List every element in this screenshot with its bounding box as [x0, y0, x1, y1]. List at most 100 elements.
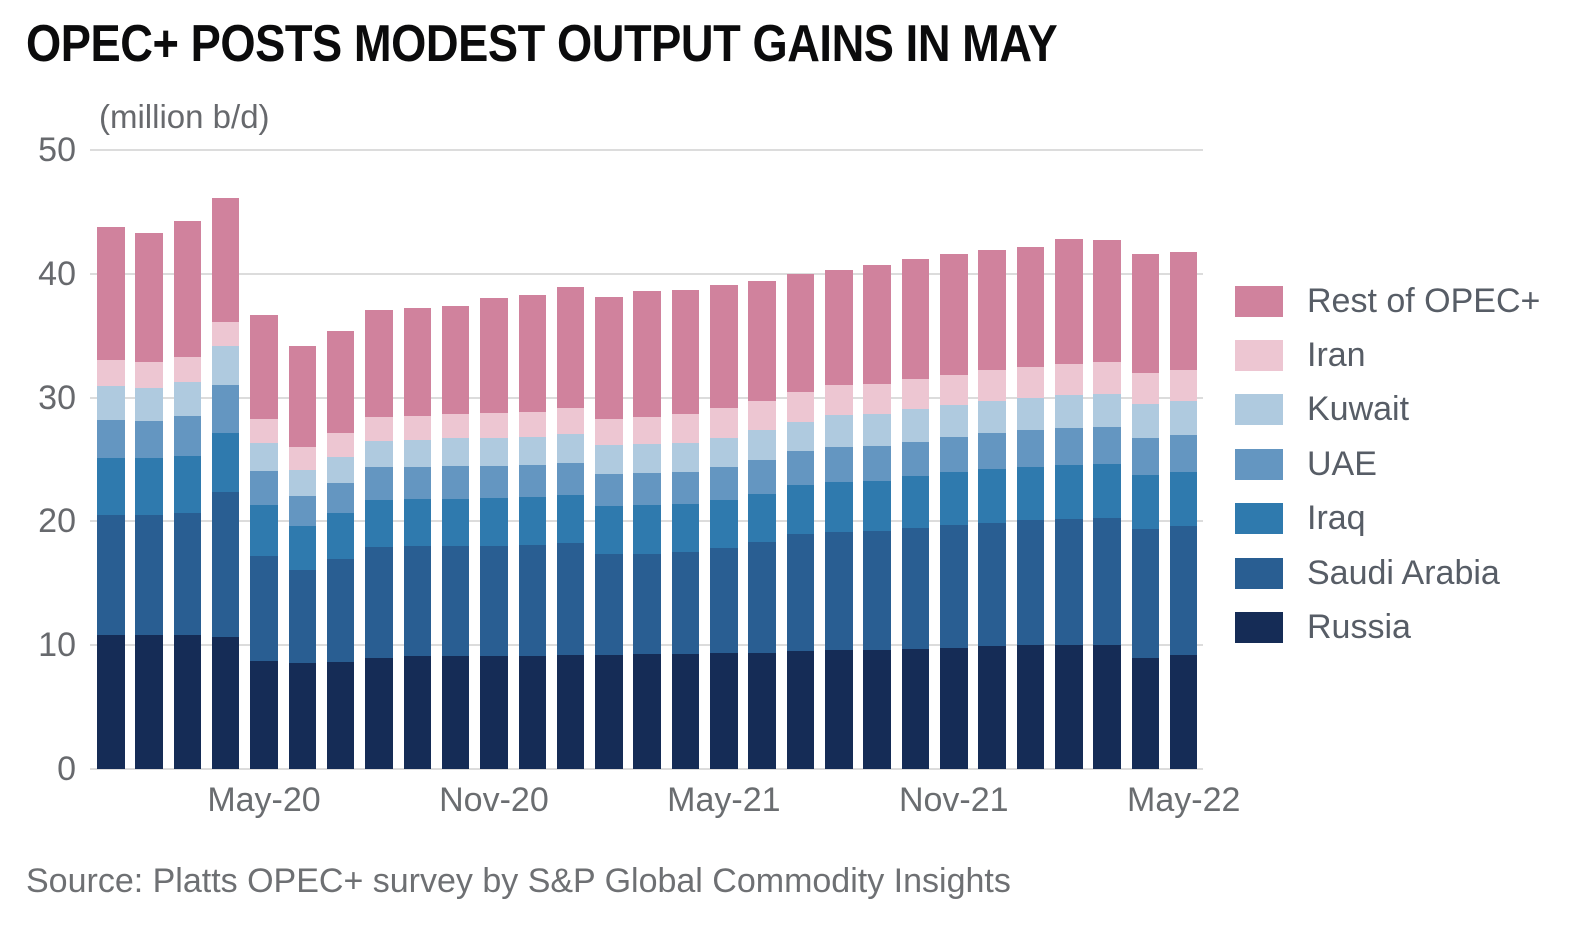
bar-segment-russia [1093, 645, 1121, 769]
legend-item-uae: UAE [1235, 445, 1377, 483]
y-axis-tick-label-10: 10 [38, 626, 76, 665]
bar-segment-kuwait [250, 442, 278, 471]
bar-segment-saudi-arabia [825, 531, 853, 651]
legend-label: Iran [1307, 335, 1366, 374]
bar-segment-saudi-arabia [901, 528, 930, 649]
x-axis-tick-label-nov-20: Nov-20 [439, 781, 549, 819]
bar-segment-iran [211, 322, 240, 346]
x-axis-tick-label-nov-21: Nov-21 [898, 781, 1009, 819]
bar-segment-iraq [748, 493, 776, 543]
bar-segment-uae [403, 466, 432, 500]
bar-segment-saudi-arabia [518, 544, 547, 657]
bar-segment-iraq [211, 433, 240, 492]
bar-jun-21 [748, 281, 776, 769]
bar-segment-saudi-arabia [595, 554, 623, 656]
bar-apr-22 [1131, 254, 1160, 769]
bar-segment-iran [748, 400, 776, 431]
bar-dec-21 [978, 250, 1006, 769]
bar-segment-kuwait [173, 381, 202, 417]
bar-segment-iran [863, 383, 891, 414]
bar-segment-uae [1055, 427, 1083, 466]
bar-segment-rest-of-opec- [441, 306, 470, 414]
bar-segment-uae [1131, 437, 1160, 475]
bar-segment-iraq [786, 484, 815, 535]
bar-segment-iran [1169, 369, 1198, 402]
bar-segment-iran [710, 408, 738, 438]
bar-segment-iran [403, 415, 432, 440]
bar-segment-iraq [135, 458, 163, 516]
bar-segment-saudi-arabia [403, 546, 432, 657]
bar-segment-iran [97, 360, 125, 387]
bar-segment-iraq [1093, 463, 1121, 519]
bar-segment-saudi-arabia [1055, 518, 1083, 646]
bar-segment-saudi-arabia [1093, 518, 1121, 646]
bar-segment-kuwait [211, 345, 240, 386]
bar-segment-russia [211, 636, 240, 769]
y-axis-units-label: (million b/d) [99, 98, 270, 135]
bar-segment-rest-of-opec- [403, 308, 432, 416]
legend-label: Saudi Arabia [1307, 553, 1500, 592]
bar-feb-22 [1055, 239, 1083, 769]
bar-segment-saudi-arabia [173, 512, 202, 636]
bar-segment-uae [1093, 426, 1121, 464]
bar-segment-rest-of-opec- [518, 294, 547, 412]
bar-dec-20 [518, 294, 547, 769]
bar-segment-rest-of-opec- [326, 330, 355, 433]
bar-segment-saudi-arabia [748, 542, 776, 653]
bar-segment-saudi-arabia [1016, 520, 1045, 646]
y-axis-tick-label-40: 40 [38, 254, 76, 293]
bar-segment-uae [710, 466, 738, 500]
bar-segment-iraq [671, 504, 700, 553]
bar-nov-21 [940, 254, 968, 769]
gridline-50 [90, 149, 1203, 151]
bar-feb-20 [135, 232, 163, 769]
gridline-0 [90, 768, 1203, 770]
bar-jul-21 [786, 273, 815, 769]
bar-segment-russia [1169, 655, 1198, 769]
bar-segment-saudi-arabia [288, 569, 317, 663]
bar-segment-russia [748, 652, 776, 769]
bar-segment-iran [633, 416, 661, 445]
bar-segment-iraq [1169, 471, 1198, 526]
bar-mar-21 [633, 291, 661, 769]
bar-segment-iran [1131, 372, 1160, 405]
bar-segment-russia [940, 647, 968, 769]
bar-apr-21 [671, 289, 700, 769]
bar-segment-rest-of-opec- [633, 291, 661, 417]
bar-segment-iran [1016, 367, 1045, 399]
legend-item-saudi-arabia: Saudi Arabia [1235, 553, 1500, 592]
bar-segment-iran [940, 374, 968, 406]
bar-segment-iran [518, 411, 547, 437]
bar-segment-uae [825, 447, 853, 482]
chart-title: OPEC+ POSTS MODEST OUTPUT GAINS IN MAY [26, 15, 1058, 73]
legend-label: Russia [1307, 607, 1411, 646]
bar-segment-uae [748, 460, 776, 494]
bar-segment-iraq [940, 472, 968, 526]
bar-segment-iran [250, 418, 278, 443]
bar-segment-saudi-arabia [211, 491, 240, 637]
bar-segment-iraq [288, 525, 317, 570]
bar-segment-saudi-arabia [786, 534, 815, 652]
bar-segment-kuwait [441, 438, 470, 467]
bar-segment-kuwait [1093, 393, 1121, 427]
bar-oct-20 [441, 306, 470, 769]
bar-nov-20 [480, 297, 508, 769]
bar-jul-20 [326, 330, 355, 769]
bar-segment-iraq [863, 480, 891, 532]
bar-segment-saudi-arabia [940, 525, 968, 648]
bar-segment-rest-of-opec- [978, 250, 1006, 371]
bar-segment-rest-of-opec- [786, 273, 815, 393]
bar-sep-21 [863, 265, 891, 769]
bar-segment-russia [173, 635, 202, 769]
bar-segment-saudi-arabia [671, 552, 700, 654]
bar-segment-uae [556, 462, 585, 495]
bar-segment-saudi-arabia [556, 543, 585, 656]
legend-swatch-kuwait [1235, 394, 1283, 426]
bar-segment-rest-of-opec- [940, 254, 968, 375]
bar-segment-kuwait [825, 414, 853, 448]
bar-segment-kuwait [671, 442, 700, 472]
bar-segment-iran [288, 446, 317, 471]
bar-segment-rest-of-opec- [901, 258, 930, 380]
bar-segment-kuwait [288, 470, 317, 497]
bar-aug-20 [365, 309, 393, 769]
